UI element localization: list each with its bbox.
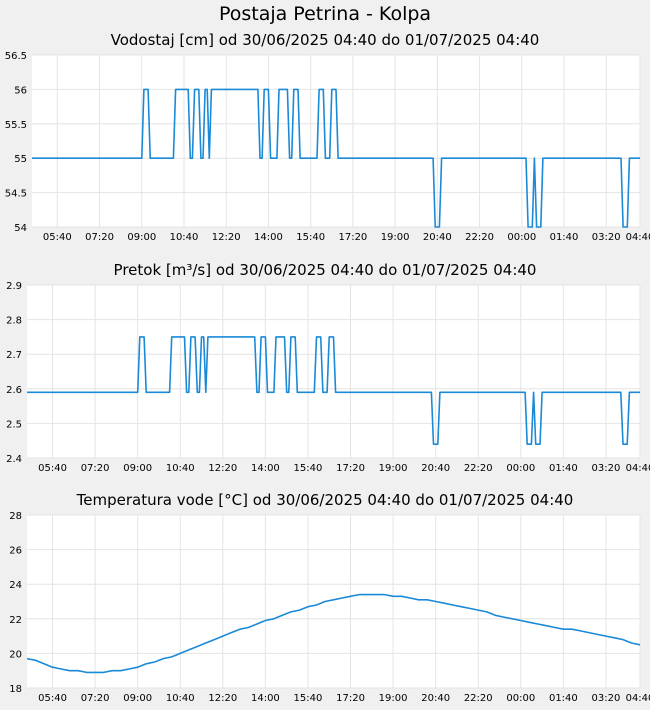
- y-tick-label: 18: [9, 684, 22, 695]
- chart-3: Temperatura vode [°C] od 30/06/2025 04:4…: [9, 491, 650, 704]
- chart-title: Pretok [m³/s] od 30/06/2025 04:40 do 01/…: [114, 261, 537, 279]
- x-tick-label: 12:20: [212, 232, 241, 243]
- x-tick-label: 00:00: [506, 693, 535, 704]
- x-tick-label: 20:40: [423, 232, 452, 243]
- x-tick-label: 14:00: [251, 463, 280, 474]
- x-tick-label: 05:40: [38, 463, 67, 474]
- x-tick-label: 14:00: [254, 232, 283, 243]
- x-tick-label: 00:00: [507, 232, 536, 243]
- y-tick-label: 2.4: [6, 454, 22, 465]
- x-tick-label: 20:40: [421, 693, 450, 704]
- x-tick-label: 19:00: [381, 232, 410, 243]
- chart-title: Temperatura vode [°C] od 30/06/2025 04:4…: [76, 491, 574, 509]
- x-tick-label: 03:20: [592, 693, 621, 704]
- series-line: [32, 88, 640, 228]
- x-tick-label: 17:20: [336, 693, 365, 704]
- x-tick-label: 10:40: [166, 463, 195, 474]
- x-tick-label: 07:20: [81, 693, 110, 704]
- y-tick-label: 54.5: [5, 189, 27, 200]
- x-tick-label: 07:20: [81, 463, 110, 474]
- x-tick-label: 15:40: [294, 463, 323, 474]
- y-tick-label: 55: [14, 154, 27, 165]
- x-tick-label: 09:00: [123, 693, 152, 704]
- y-tick-label: 54: [14, 223, 27, 234]
- y-tick-label: 28: [9, 511, 22, 522]
- x-tick-label: 07:20: [85, 232, 114, 243]
- page-title: Postaja Petrina - Kolpa: [218, 3, 432, 25]
- x-tick-label: 19:00: [379, 693, 408, 704]
- x-tick-label: 01:40: [550, 232, 579, 243]
- x-tick-label: 17:20: [338, 232, 367, 243]
- x-tick-label: 01:40: [549, 463, 578, 474]
- x-tick-label: 04:40: [626, 463, 650, 474]
- plot-area: [27, 515, 640, 688]
- x-tick-label: 20:40: [421, 463, 450, 474]
- plot-area: [27, 285, 640, 458]
- y-tick-label: 2.9: [6, 281, 22, 292]
- x-tick-label: 09:00: [123, 463, 152, 474]
- x-tick-label: 00:00: [506, 463, 535, 474]
- y-tick-label: 2.7: [6, 350, 22, 361]
- x-tick-label: 22:20: [464, 463, 493, 474]
- x-tick-label: 01:40: [549, 693, 578, 704]
- x-tick-label: 10:40: [170, 232, 199, 243]
- x-tick-label: 03:20: [592, 232, 621, 243]
- series-line: [26, 593, 641, 674]
- x-tick-label: 10:40: [166, 693, 195, 704]
- x-tick-label: 14:00: [251, 693, 280, 704]
- y-tick-label: 24: [9, 580, 22, 591]
- x-tick-label: 05:40: [43, 232, 72, 243]
- y-tick-label: 55.5: [5, 120, 27, 131]
- x-tick-label: 12:20: [208, 463, 237, 474]
- x-tick-label: 19:00: [379, 463, 408, 474]
- chart-2: Pretok [m³/s] od 30/06/2025 04:40 do 01/…: [6, 261, 650, 474]
- y-tick-label: 56: [14, 85, 27, 96]
- x-tick-label: 15:40: [294, 693, 323, 704]
- x-tick-label: 04:40: [626, 232, 650, 243]
- x-tick-label: 22:20: [464, 693, 493, 704]
- x-tick-label: 04:40: [626, 693, 650, 704]
- y-tick-label: 26: [9, 546, 22, 557]
- x-tick-label: 17:20: [336, 463, 365, 474]
- y-tick-label: 2.5: [6, 419, 22, 430]
- x-tick-label: 15:40: [296, 232, 325, 243]
- y-tick-label: 2.6: [6, 385, 22, 396]
- x-tick-label: 12:20: [208, 693, 237, 704]
- x-tick-label: 09:00: [127, 232, 156, 243]
- y-tick-label: 22: [9, 615, 22, 626]
- x-tick-label: 22:20: [465, 232, 494, 243]
- y-tick-label: 56.5: [5, 51, 27, 62]
- x-tick-label: 05:40: [38, 693, 67, 704]
- plot-area: [32, 55, 640, 227]
- y-tick-label: 20: [9, 649, 22, 660]
- series-line: [27, 336, 640, 445]
- chart-title: Vodostaj [cm] od 30/06/2025 04:40 do 01/…: [111, 31, 540, 49]
- x-tick-label: 03:20: [592, 463, 621, 474]
- y-tick-label: 2.8: [6, 316, 22, 327]
- chart-1: Vodostaj [cm] od 30/06/2025 04:40 do 01/…: [5, 31, 650, 243]
